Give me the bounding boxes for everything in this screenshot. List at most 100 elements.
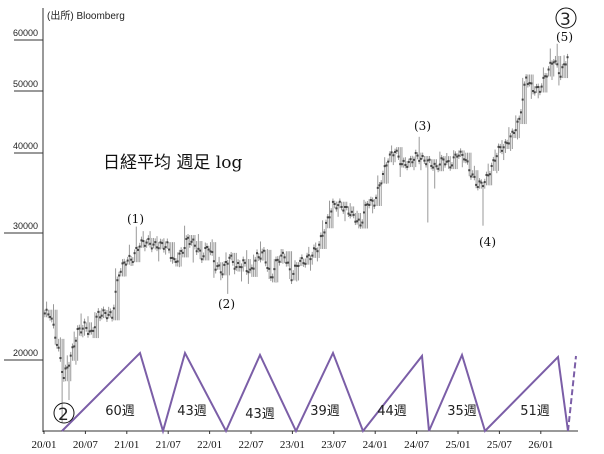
candle-body — [73, 345, 76, 348]
candle-body — [345, 206, 348, 209]
candle-body — [166, 241, 169, 244]
candle-body — [340, 205, 343, 208]
candle-body — [64, 367, 67, 370]
candle-body — [337, 204, 340, 207]
y-tick-label: 30000 — [13, 221, 38, 231]
candle-body — [43, 312, 46, 315]
candle-body — [124, 263, 127, 266]
candle-body — [162, 247, 165, 250]
candle-body — [311, 254, 314, 257]
candle-body — [399, 163, 402, 166]
candle-body — [466, 160, 469, 163]
candle-body — [314, 248, 317, 251]
candle-body — [528, 82, 531, 85]
candle-body — [80, 331, 83, 334]
x-tick-label: 21/01 — [114, 439, 139, 451]
candle-body — [514, 129, 517, 132]
candle-body — [302, 262, 305, 265]
candle-body — [209, 250, 212, 253]
wave-label-1: (1) — [127, 212, 144, 226]
candle-body — [350, 210, 353, 213]
candle-body — [551, 62, 554, 65]
candle-body — [523, 83, 526, 86]
candle-body — [138, 245, 141, 248]
chart-title: 日経平均 週足 log — [103, 153, 242, 173]
candle-body — [140, 239, 143, 242]
candle-body — [307, 254, 310, 257]
candle-body — [237, 261, 240, 264]
candle-body — [97, 310, 100, 313]
candle-body — [300, 257, 303, 260]
candle-body — [149, 242, 152, 245]
candle-body — [385, 164, 388, 167]
candle-body — [95, 315, 98, 318]
candle-body — [552, 61, 555, 64]
candle-body — [375, 196, 378, 199]
candle-body — [159, 241, 162, 244]
candle-body — [102, 309, 105, 312]
candle-body — [454, 153, 457, 156]
candle-body — [428, 158, 431, 161]
candle-body — [143, 244, 146, 247]
candle-body — [402, 159, 405, 162]
candle-body — [78, 327, 81, 330]
candle-body — [364, 203, 367, 206]
y-tick-label: 60000 — [13, 28, 38, 38]
candle-body — [112, 307, 115, 310]
cycle-projection-dashed-line — [567, 355, 577, 432]
candle-body — [231, 260, 234, 263]
candle-body — [397, 155, 400, 158]
candle-body — [81, 327, 84, 330]
candle-body — [123, 261, 126, 264]
candle-body — [183, 247, 186, 250]
candle-body — [49, 315, 52, 318]
wave-label-5: (5) — [556, 30, 573, 44]
candle-body — [71, 346, 74, 349]
candle-body — [513, 132, 516, 135]
candle-body — [52, 323, 55, 326]
candle-body — [62, 376, 65, 379]
candle-body — [90, 329, 93, 332]
candle-body — [321, 234, 324, 237]
candle-body — [423, 159, 426, 162]
candle-body — [433, 162, 436, 165]
candle-body — [224, 260, 227, 263]
candle-body — [235, 266, 238, 269]
candle-body — [381, 173, 384, 176]
candle-body — [356, 220, 359, 223]
cycle-length-label: 35週 — [447, 404, 477, 419]
candle-body — [475, 183, 478, 186]
candle-body — [152, 243, 155, 246]
candle-body — [563, 63, 566, 66]
candle-body — [449, 166, 452, 169]
candle-body — [161, 242, 164, 245]
candle-body — [511, 130, 514, 133]
candle-body — [319, 235, 322, 238]
x-tick-label: 25/01 — [445, 439, 470, 451]
candle-body — [416, 154, 419, 157]
candle-body — [145, 241, 148, 244]
candle-body — [540, 85, 543, 88]
candle-body — [85, 326, 88, 329]
candle-body — [349, 214, 352, 217]
candle-body — [499, 146, 502, 149]
candle-body — [281, 251, 284, 254]
candle-body — [230, 254, 233, 257]
candle-body — [457, 154, 460, 157]
x-tick-label: 20/01 — [31, 439, 56, 451]
candle-body — [504, 141, 507, 144]
candle-body — [461, 153, 464, 156]
candle-body — [168, 248, 171, 251]
candle-body — [61, 370, 64, 373]
candle-body — [147, 237, 150, 240]
x-tick-label: 24/01 — [363, 439, 388, 451]
candle-body — [444, 163, 447, 166]
candle-body — [502, 146, 505, 149]
x-tick-label: 23/07 — [321, 439, 347, 451]
candle-body — [116, 279, 119, 282]
candle-body — [187, 236, 190, 239]
candle-body — [240, 266, 243, 269]
candle-body — [542, 76, 545, 79]
candle-body — [463, 158, 466, 161]
